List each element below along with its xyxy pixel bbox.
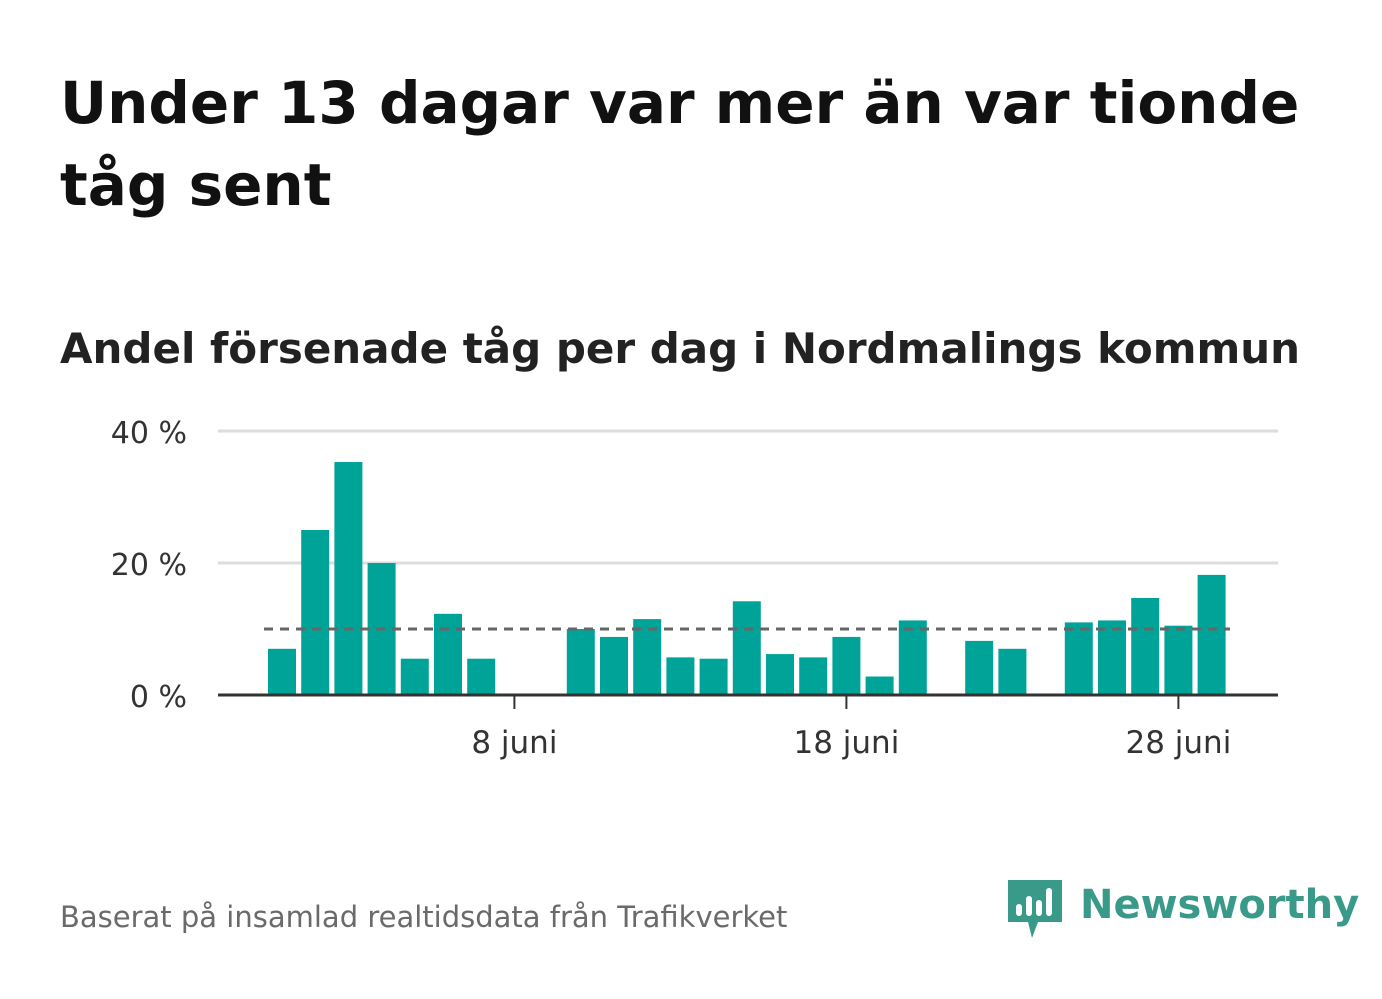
source-note: Baserat på insamlad realtidsdata från Tr… (60, 900, 788, 934)
bar (865, 676, 894, 695)
bar (998, 648, 1027, 695)
x-tick-label: 18 juni (793, 725, 899, 761)
bar (766, 654, 794, 695)
y-tick-label: 40 % (111, 416, 187, 451)
bar (699, 658, 728, 695)
bar (400, 658, 429, 695)
newsworthy-logo-icon (1008, 880, 1062, 938)
tick-labels: 0 % 20 % 40 % 8 juni 18 juni 28 juni (111, 416, 1232, 761)
bar (832, 636, 861, 695)
bar (467, 658, 496, 695)
bar (566, 629, 595, 695)
bar (1098, 620, 1126, 695)
bars (268, 462, 1226, 695)
bar (1197, 574, 1226, 695)
x-tick-label: 28 juni (1125, 725, 1231, 761)
x-tick-label: 8 juni (471, 725, 557, 761)
bar (732, 601, 761, 695)
bar (600, 636, 628, 695)
bar (965, 640, 994, 695)
brand-name: Newsworthy (1080, 882, 1360, 928)
bar (434, 613, 462, 695)
axes (218, 693, 1278, 709)
bar (268, 648, 296, 695)
bar (1064, 622, 1093, 695)
chart-subtitle: Andel försenade tåg per dag i Nordmaling… (60, 324, 1301, 373)
chart-title: Under 13 dagar var mer än var tionde tåg… (60, 69, 1300, 219)
bar (666, 657, 695, 695)
bar (301, 530, 330, 695)
bar (334, 462, 363, 695)
y-tick-label: 20 % (111, 548, 187, 583)
bar (898, 620, 927, 695)
grid-lines (218, 429, 1278, 565)
bar (799, 657, 828, 695)
bar (1131, 597, 1160, 695)
bar (1164, 625, 1193, 695)
y-tick-label: 0 % (130, 680, 187, 715)
bar (633, 619, 662, 695)
